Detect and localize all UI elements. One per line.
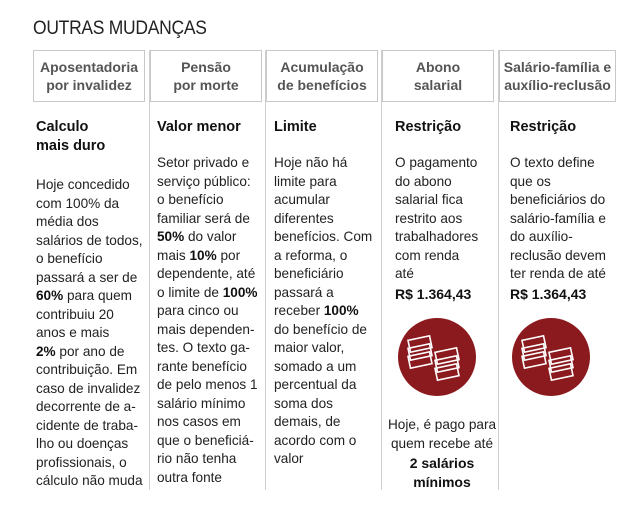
- body-pensao: Setor privado e serviço público: o benef…: [157, 155, 258, 485]
- price-salario-familia: R$ 1.364,43: [510, 286, 587, 302]
- body-abono: O pagamento do abono salarial fica restr…: [395, 155, 479, 281]
- page-title: OUTRAS MUDANÇAS: [33, 18, 207, 39]
- header-aposentadoria: Aposentadoria por invalidez: [33, 50, 145, 102]
- money-stack-icon: [512, 318, 590, 396]
- body-acumulacao: Hoje não há limite para acumular diferen…: [274, 155, 373, 466]
- subtitle-pensao: Valor menor: [157, 119, 241, 135]
- subtitle-salario-familia: Restrição: [510, 119, 577, 135]
- price-abono: R$ 1.364,43: [395, 286, 472, 302]
- subtitle-acumulacao: Limite: [274, 119, 317, 135]
- body-aposentadoria: Hoje concedido com 100% da média dos sal…: [36, 177, 143, 488]
- header-pensao: Pensão por morte: [150, 50, 262, 102]
- header-acumulacao: Acumulação de benefícios: [266, 50, 378, 102]
- footer-abono: Hoje, é pago para quem recebe até: [387, 417, 497, 451]
- column-divider: [265, 50, 266, 490]
- footer-abono-bold: 2 salários mínimos: [409, 455, 475, 490]
- money-stack-icon: [398, 318, 476, 396]
- body-salario-familia: O texto define que os beneficiários do s…: [510, 155, 606, 281]
- header-abono: Abono salarial: [382, 50, 494, 102]
- subtitle-abono: Restrição: [395, 119, 462, 135]
- column-divider: [149, 50, 150, 490]
- column-divider: [381, 50, 382, 490]
- subtitle-aposentadoria: Calculo mais duro: [36, 119, 106, 154]
- column-divider: [498, 50, 499, 490]
- header-salario-familia: Salário-família e auxílio-reclusão: [499, 50, 616, 102]
